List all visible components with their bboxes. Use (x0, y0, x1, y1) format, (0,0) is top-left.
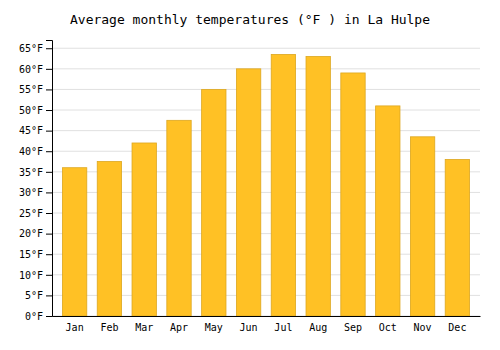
tick-label: Jun (240, 322, 258, 333)
bar (376, 106, 400, 316)
tick-mark (46, 110, 52, 111)
tick: 35°F (19, 167, 52, 178)
grid-line (52, 89, 480, 90)
tick: Mar (135, 322, 153, 333)
tick-label: 60°F (19, 64, 43, 75)
tick-mark (46, 192, 52, 193)
grid (52, 48, 480, 316)
x-axis: Jan Feb Mar Apr May Jun Jul Aug Sep Oct Nov Dec (53, 317, 481, 334)
tick: 30°F (19, 187, 52, 198)
bar (410, 137, 434, 316)
tick-label: 5°F (25, 290, 43, 301)
tick-label: 40°F (19, 146, 43, 157)
tick-label: May (205, 322, 223, 333)
tick-mark (46, 131, 52, 132)
tick-label: 65°F (19, 43, 43, 54)
title: Average monthly temperatures (°F ) in La… (70, 12, 430, 27)
bar (97, 162, 121, 316)
tick-label: 25°F (19, 208, 43, 219)
tick-mark (46, 234, 52, 235)
grid-line (52, 110, 480, 111)
plot: 0°F 5°F 10°F 15°F 20°F 25°F 30°F 35°F 40°F 45°F 50… (19, 41, 481, 334)
tick-mark (46, 172, 52, 173)
axis-line (46, 41, 53, 317)
tick-label: Nov (414, 322, 432, 333)
tick: 0°F (25, 311, 52, 322)
tick: 65°F (19, 43, 52, 54)
tick-label: Apr (170, 322, 188, 333)
tick-label: 45°F (19, 125, 43, 136)
tick-mark (46, 69, 52, 70)
tick: Oct (379, 322, 397, 333)
tick-mark (46, 213, 52, 214)
tick-label: 50°F (19, 105, 43, 116)
tick-mark (46, 48, 52, 49)
tick-mark (46, 316, 52, 317)
grid-line (52, 48, 480, 49)
tick: Jan (66, 322, 84, 333)
bar (445, 159, 469, 316)
tick-label: 15°F (19, 249, 43, 260)
tick-label: 35°F (19, 167, 43, 178)
bar (271, 54, 295, 316)
bar (202, 89, 226, 316)
tick: Dec (448, 322, 466, 333)
tick-label: 55°F (19, 84, 43, 95)
tick: 20°F (19, 228, 52, 239)
tick: Sep (344, 322, 362, 333)
tick: Apr (170, 322, 188, 333)
tick-label: Jul (274, 322, 292, 333)
tick-mark (46, 151, 52, 152)
bars (62, 54, 469, 316)
tick: 40°F (19, 146, 52, 157)
chart: 0°F 5°F 10°F 15°F 20°F 25°F 30°F 35°F 40°F 45°F 50… (0, 0, 500, 350)
tick-label: Feb (100, 322, 118, 333)
tick-label: 10°F (19, 270, 43, 281)
tick-label: 30°F (19, 187, 43, 198)
tick: Jun (240, 322, 258, 333)
tick-label: 0°F (25, 311, 43, 322)
tick-mark (46, 295, 52, 296)
tick-label: Oct (379, 322, 397, 333)
tick-label: Dec (448, 322, 466, 333)
bar (62, 168, 86, 316)
tick: 50°F (19, 105, 52, 116)
tick: 45°F (19, 125, 52, 136)
tick: 15°F (19, 249, 52, 260)
tick: May (205, 322, 223, 333)
tick-label: Jan (66, 322, 84, 333)
grid-line (52, 130, 480, 131)
axis-line (53, 316, 481, 317)
tick: 60°F (19, 64, 52, 75)
bar (306, 56, 330, 316)
tick: Aug (309, 322, 327, 333)
tick: Feb (100, 322, 118, 333)
tick-label: Aug (309, 322, 327, 333)
tick-label: Sep (344, 322, 362, 333)
tick: 55°F (19, 84, 52, 95)
bar (167, 120, 191, 316)
page: {"chart_data": {"type": "bar", "title": … (0, 0, 500, 350)
tick-mark (46, 89, 52, 90)
tick: 10°F (19, 270, 52, 281)
tick: 5°F (25, 290, 52, 301)
grid-line (52, 68, 480, 69)
y-axis: 0°F 5°F 10°F 15°F 20°F 25°F 30°F 35°F 40°F 45°F 50… (19, 41, 53, 322)
tick-mark (46, 254, 52, 255)
bar (236, 69, 260, 316)
tick: Jul (274, 322, 292, 333)
tick: Nov (414, 322, 432, 333)
bar (132, 143, 156, 316)
tick-mark (46, 275, 52, 276)
tick-label: 20°F (19, 228, 43, 239)
tick-label: Mar (135, 322, 153, 333)
tick: 25°F (19, 208, 52, 219)
bar (341, 73, 365, 316)
